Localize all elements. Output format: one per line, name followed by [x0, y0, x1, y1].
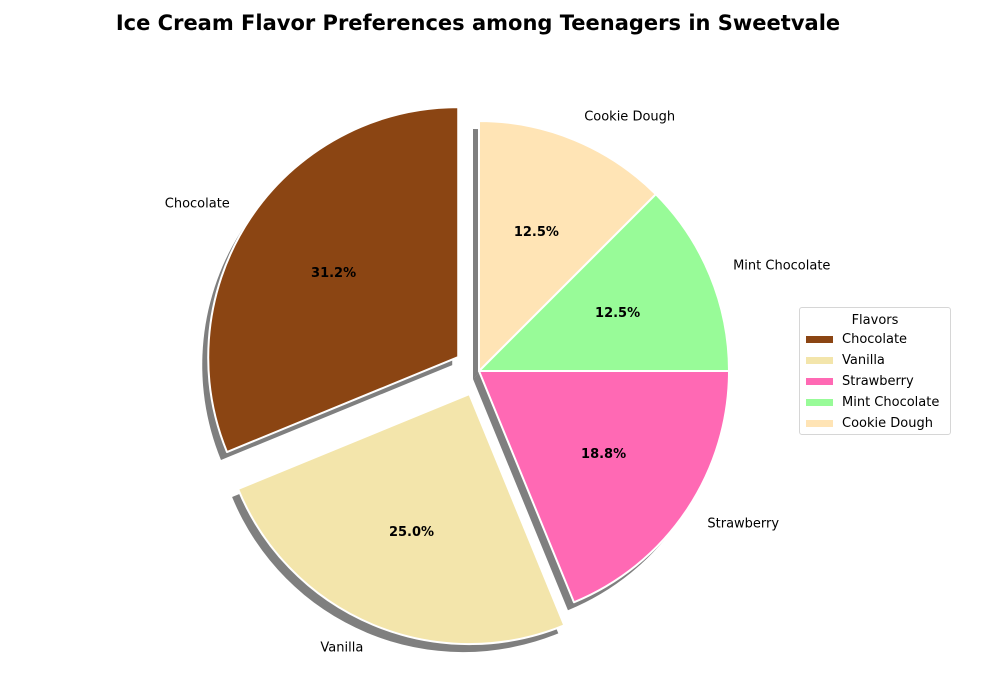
legend-swatch-chocolate [806, 336, 833, 343]
legend-swatch-mint-chocolate [806, 399, 833, 406]
pct-label-strawberry: 18.8% [581, 447, 626, 462]
legend-swatch-vanilla [806, 357, 833, 364]
legend-label-chocolate: Chocolate [842, 332, 908, 347]
slice-label-vanilla: Vanilla [320, 640, 363, 655]
legend-label-cookie-dough: Cookie Dough [842, 416, 933, 431]
pie-slice-strawberry [478, 370, 730, 604]
slice-label-strawberry: Strawberry [707, 517, 779, 532]
slices [207, 106, 730, 646]
slice-label-mint-chocolate: Mint Chocolate [733, 258, 830, 273]
legend-items: Chocolate Vanilla Strawberry Mint Chocolate… [800, 329, 950, 434]
legend-item-strawberry: Strawberry [800, 371, 950, 392]
legend-item-chocolate: Chocolate [800, 329, 950, 350]
pie-slice-cookie-dough [478, 120, 657, 372]
legend-swatch-strawberry [806, 378, 833, 385]
pct-label-mint-chocolate: 12.5% [595, 306, 640, 321]
legend-item-cookie-dough: Cookie Dough [800, 413, 950, 434]
pie-slice-vanilla [237, 393, 566, 646]
legend-item-mint-chocolate: Mint Chocolate [800, 392, 950, 413]
pie-slice-chocolate [207, 106, 460, 454]
legend-swatch-cookie-dough [806, 420, 833, 427]
legend-label-vanilla: Vanilla [842, 353, 885, 368]
legend-label-strawberry: Strawberry [842, 374, 914, 389]
slice-label-chocolate: Chocolate [165, 196, 230, 211]
pct-label-chocolate: 31.2% [311, 266, 356, 281]
chart-title: Ice Cream Flavor Preferences among Teena… [115, 11, 841, 35]
legend-title: Flavors [851, 313, 899, 328]
slice-label-cookie-dough: Cookie Dough [584, 109, 675, 124]
slice-labels: Chocolate 31.2% Vanilla 25.0% Strawberry 18.8… [165, 109, 831, 655]
pie-slice-mint-chocolate [478, 193, 730, 372]
pct-label-cookie-dough: 12.5% [514, 225, 559, 240]
legend-item-vanilla: Vanilla [800, 350, 950, 371]
legend: Flavors Chocolate Vanilla Strawberry Mint C… [799, 307, 951, 435]
legend-label-mint-chocolate: Mint Chocolate [842, 395, 940, 410]
pct-label-vanilla: 25.0% [389, 525, 434, 540]
